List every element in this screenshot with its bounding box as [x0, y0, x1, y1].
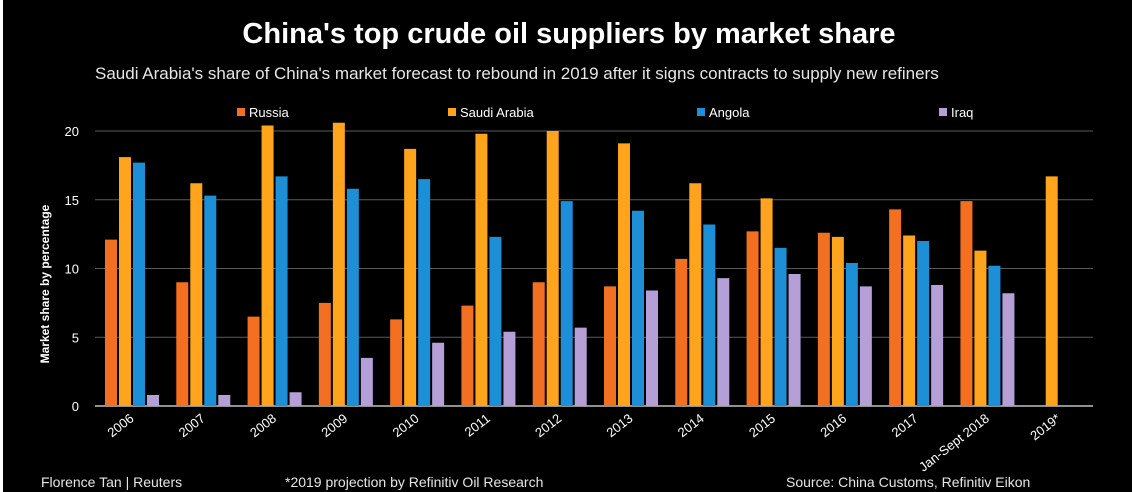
bar-angola: [204, 195, 217, 406]
legend: Russia Saudi Arabia Angola Iraq: [237, 105, 973, 120]
bar-iraq: [859, 286, 872, 406]
chart-subtitle: Saudi Arabia's share of China's market f…: [95, 64, 939, 83]
legend-label: Russia: [249, 105, 290, 120]
bar-saudi-arabia: [404, 148, 417, 406]
bar-russia: [318, 302, 331, 406]
bar-iraq: [1002, 293, 1015, 406]
x-tick-label: 2008: [247, 411, 279, 441]
footer-source: Source: China Customs, Refinitiv Eikon: [786, 474, 1031, 490]
x-tick-label: 2012: [532, 411, 564, 441]
bar-saudi-arabia: [261, 125, 274, 406]
bar-iraq: [646, 290, 658, 406]
bar-angola: [774, 247, 787, 406]
bar-angola: [703, 224, 716, 406]
bar-saudi-arabia: [618, 143, 630, 406]
bar-russia: [604, 286, 616, 406]
bar-chart: 0 5 10 15 20 2006 2007 2008 2009 2010 2011 2012 201…: [38, 105, 1093, 475]
x-tick-label: 2016: [817, 411, 849, 441]
bar-angola: [275, 176, 288, 406]
legend-swatch: [237, 108, 245, 116]
bar-iraq: [360, 357, 373, 406]
legend-swatch: [697, 108, 705, 116]
bar-saudi-arabia: [546, 131, 559, 406]
bar-angola: [917, 241, 930, 406]
x-tick-label: 2013: [603, 411, 635, 441]
x-tick-label: 2011: [462, 411, 493, 440]
legend-swatch: [939, 108, 947, 116]
legend-label: Saudi Arabia: [460, 105, 534, 120]
y-tick-label: 5: [72, 330, 79, 345]
bar-iraq: [574, 327, 587, 406]
bar-angola: [133, 162, 145, 406]
footer-note: *2019 projection by Refinitiv Oil Resear…: [285, 474, 544, 490]
y-axis-ticks: 0 5 10 15 20: [65, 124, 79, 414]
legend-swatch: [448, 108, 456, 116]
bar-angola: [845, 263, 858, 406]
legend-label: Angola: [709, 105, 750, 120]
bar-russia: [247, 316, 260, 406]
bar-saudi-arabia: [475, 133, 488, 406]
x-tick-label: 2009: [318, 411, 350, 441]
x-tick-label: Jan-Sept 2018: [916, 411, 992, 475]
bar-iraq: [717, 278, 730, 406]
bar-iraq: [931, 285, 944, 406]
bar-russia: [889, 209, 902, 406]
bar-iraq: [503, 331, 516, 406]
y-tick-label: 10: [65, 262, 79, 277]
bar-russia: [532, 282, 545, 406]
footer-credit: Florence Tan | Reuters: [41, 474, 183, 490]
bar-saudi-arabia: [190, 183, 203, 406]
bars: [105, 122, 1058, 406]
bar-angola: [560, 201, 573, 406]
bar-saudi-arabia: [332, 122, 345, 406]
bar-saudi-arabia: [903, 235, 916, 406]
chart-title: China's top crude oil suppliers by marke…: [242, 18, 896, 50]
bar-angola: [346, 188, 359, 406]
bar-angola: [632, 210, 644, 406]
bar-angola: [988, 265, 1001, 406]
x-tick-label: 2010: [390, 411, 422, 441]
bar-saudi-arabia: [119, 157, 131, 406]
y-tick-label: 15: [65, 193, 79, 208]
bar-iraq: [147, 395, 159, 406]
bar-saudi-arabia: [831, 236, 844, 406]
bar-russia: [390, 319, 403, 406]
bar-saudi-arabia: [974, 250, 987, 406]
bar-iraq: [289, 392, 302, 406]
y-tick-label: 0: [72, 399, 79, 414]
bar-russia: [675, 258, 688, 406]
bar-saudi-arabia: [760, 198, 773, 406]
legend-label: Iraq: [951, 105, 973, 120]
x-tick-label: 2019*: [1027, 411, 1063, 444]
bar-russia: [105, 239, 117, 406]
x-tick-label: 2015: [746, 411, 778, 441]
x-tick-label: 2007: [176, 411, 208, 441]
bar-iraq: [432, 342, 445, 406]
x-tick-label: 2017: [889, 411, 921, 441]
gridlines: [95, 130, 1093, 407]
bar-russia: [461, 305, 474, 406]
x-tick-label: 2014: [675, 411, 707, 441]
bar-russia: [746, 231, 759, 406]
x-tick-label: 2006: [104, 411, 136, 441]
bar-saudi-arabia: [1045, 176, 1058, 406]
x-axis-ticks: 2006 2007 2008 2009 2010 2011 2012 2013 2014 2015…: [104, 411, 1063, 475]
bar-russia: [960, 201, 973, 406]
bar-iraq: [218, 395, 231, 406]
bar-iraq: [788, 274, 801, 406]
y-axis-label: Market share by percentage: [38, 204, 52, 363]
y-tick-label: 20: [65, 124, 79, 139]
bar-angola: [418, 179, 431, 406]
bar-saudi-arabia: [689, 183, 702, 406]
bar-russia: [817, 232, 830, 406]
bar-angola: [489, 236, 502, 406]
bar-russia: [176, 282, 189, 406]
